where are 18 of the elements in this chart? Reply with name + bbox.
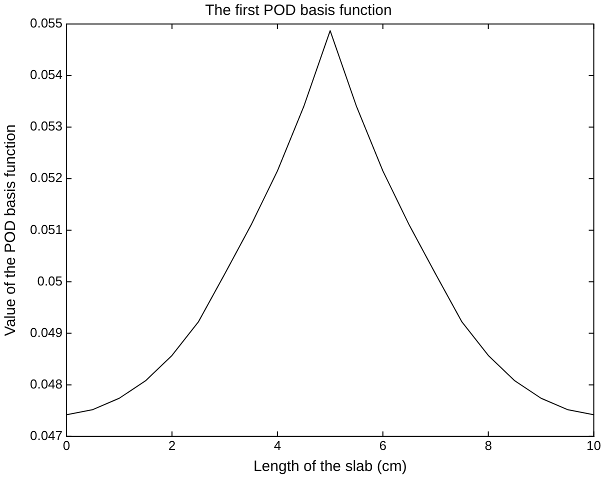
y-tick-label: 0.053 <box>30 118 63 134</box>
x-tick-label: 0 <box>62 438 70 453</box>
x-tick-label: 6 <box>379 438 386 453</box>
y-tick-label: 0.055 <box>30 16 63 31</box>
x-tick-label: 2 <box>168 438 176 453</box>
y-tick-label: 0.051 <box>30 222 63 237</box>
y-tick-label: 0.05 <box>37 273 63 288</box>
x-axis-title: Length of the slab (cm) <box>253 458 407 476</box>
x-tick-label: 4 <box>274 438 282 453</box>
y-tick-label: 0.048 <box>30 376 63 392</box>
y-tick-label: 0.049 <box>30 324 63 340</box>
chart-title: The first POD basis function <box>205 2 392 20</box>
y-tick-label: 0.054 <box>30 67 63 82</box>
x-tick-label: 10 <box>586 438 602 453</box>
y-axis-title: Value of the POD basis function <box>2 124 20 336</box>
y-tick-label: 0.052 <box>30 170 63 186</box>
x-tick-label: 8 <box>484 438 492 453</box>
y-tick-label: 0.047 <box>30 428 63 443</box>
